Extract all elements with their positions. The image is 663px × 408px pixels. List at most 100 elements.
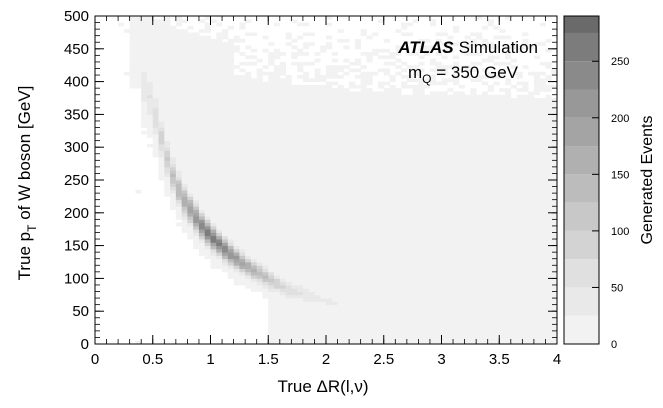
heatmap-cell — [401, 104, 408, 109]
heatmap-cell — [256, 252, 263, 256]
heatmap-cell — [222, 245, 229, 250]
heatmap-cell — [470, 166, 477, 171]
heatmap-cell — [383, 242, 390, 246]
heatmap-cell — [222, 84, 229, 89]
heatmap-cell — [395, 222, 402, 227]
heatmap-cell — [505, 265, 512, 269]
heatmap-cell — [377, 229, 385, 233]
heatmap-cell — [291, 222, 298, 227]
heatmap-cell — [418, 291, 425, 296]
heatmap-cell — [412, 222, 419, 227]
heatmap-cell — [198, 29, 206, 33]
heatmap-cell — [331, 288, 338, 292]
heatmap-cell — [320, 202, 327, 207]
heatmap-cell — [470, 298, 477, 302]
heatmap-cell — [354, 340, 362, 345]
heatmap-cell — [308, 127, 315, 132]
heatmap-cell — [302, 45, 310, 50]
heatmap-cell — [412, 301, 419, 306]
heatmap-cell — [354, 242, 362, 246]
heatmap-cell — [193, 32, 200, 37]
heatmap-cell — [447, 209, 454, 214]
heatmap-cell — [424, 232, 431, 237]
heatmap-cell — [458, 307, 466, 312]
heatmap-cell — [383, 186, 390, 191]
heatmap-cell — [262, 88, 269, 92]
heatmap-cell — [291, 284, 298, 289]
heatmap-cell — [291, 61, 298, 66]
heatmap-cell — [268, 225, 275, 230]
heatmap-cell — [181, 111, 188, 115]
heatmap-cell — [493, 340, 500, 345]
heatmap-cell — [320, 111, 327, 115]
heatmap-cell — [170, 107, 177, 112]
heatmap-cell — [372, 157, 379, 161]
heatmap-cell — [245, 78, 252, 82]
heatmap-cell — [302, 163, 310, 168]
heatmap-cell — [354, 114, 362, 119]
heatmap-cell — [343, 202, 350, 207]
heatmap-cell — [314, 225, 321, 230]
heatmap-cell — [447, 153, 454, 158]
heatmap-cell — [453, 304, 460, 309]
heatmap-cell — [499, 222, 506, 227]
heatmap-cell — [395, 143, 402, 148]
heatmap-cell — [464, 206, 471, 210]
heatmap-cell — [279, 117, 286, 122]
heatmap-cell — [187, 183, 194, 187]
heatmap-cell — [476, 163, 483, 168]
heatmap-cell — [256, 262, 263, 266]
heatmap-cell — [302, 271, 310, 276]
heatmap-cell — [320, 327, 327, 332]
heatmap-cell — [343, 58, 350, 63]
heatmap-cell — [320, 330, 327, 335]
heatmap-cell — [453, 127, 460, 132]
heatmap-cell — [360, 298, 367, 302]
heatmap-cell — [297, 163, 304, 168]
heatmap-cell — [170, 75, 177, 79]
heatmap-cell — [406, 202, 414, 207]
heatmap-cell — [308, 88, 315, 92]
heatmap-cell — [164, 48, 171, 53]
heatmap-cell — [181, 225, 188, 230]
heatmap-cell — [279, 107, 286, 112]
heatmap-cell — [435, 294, 442, 299]
heatmap-cell — [210, 229, 217, 233]
heatmap-cell — [424, 111, 431, 115]
heatmap-cell — [372, 281, 379, 286]
heatmap-cell — [222, 127, 229, 132]
heatmap-cell — [372, 232, 379, 237]
heatmap-cell — [441, 183, 448, 187]
heatmap-cell — [476, 284, 483, 289]
heatmap-cell — [193, 91, 200, 96]
heatmap-cell — [256, 147, 263, 151]
heatmap-cell — [291, 196, 298, 201]
heatmap-cell — [499, 307, 506, 312]
heatmap-cell — [314, 206, 321, 210]
heatmap-cell — [256, 166, 263, 171]
heatmap-cell — [429, 255, 437, 260]
heatmap-cell — [372, 189, 379, 194]
heatmap-cell — [401, 271, 408, 276]
heatmap-cell — [274, 311, 281, 315]
heatmap-cell — [216, 209, 223, 214]
heatmap-cell — [187, 127, 194, 132]
heatmap-cell — [487, 196, 494, 201]
heatmap-cell — [441, 189, 448, 194]
heatmap-cell — [481, 173, 489, 178]
heatmap-cell — [274, 65, 281, 69]
heatmap-cell — [481, 160, 489, 164]
heatmap-cell — [429, 193, 437, 197]
heatmap-cell — [274, 314, 281, 319]
heatmap-cell — [354, 245, 362, 250]
heatmap-cell — [285, 117, 292, 122]
heatmap-cell — [366, 307, 373, 312]
heatmap-cell — [216, 222, 223, 227]
heatmap-cell — [297, 252, 304, 256]
heatmap-cell — [337, 216, 344, 220]
heatmap-cell — [262, 65, 269, 69]
heatmap-cell — [297, 160, 304, 164]
heatmap-cell — [354, 298, 362, 302]
heatmap-cell — [383, 248, 390, 253]
heatmap-cell — [406, 84, 414, 89]
